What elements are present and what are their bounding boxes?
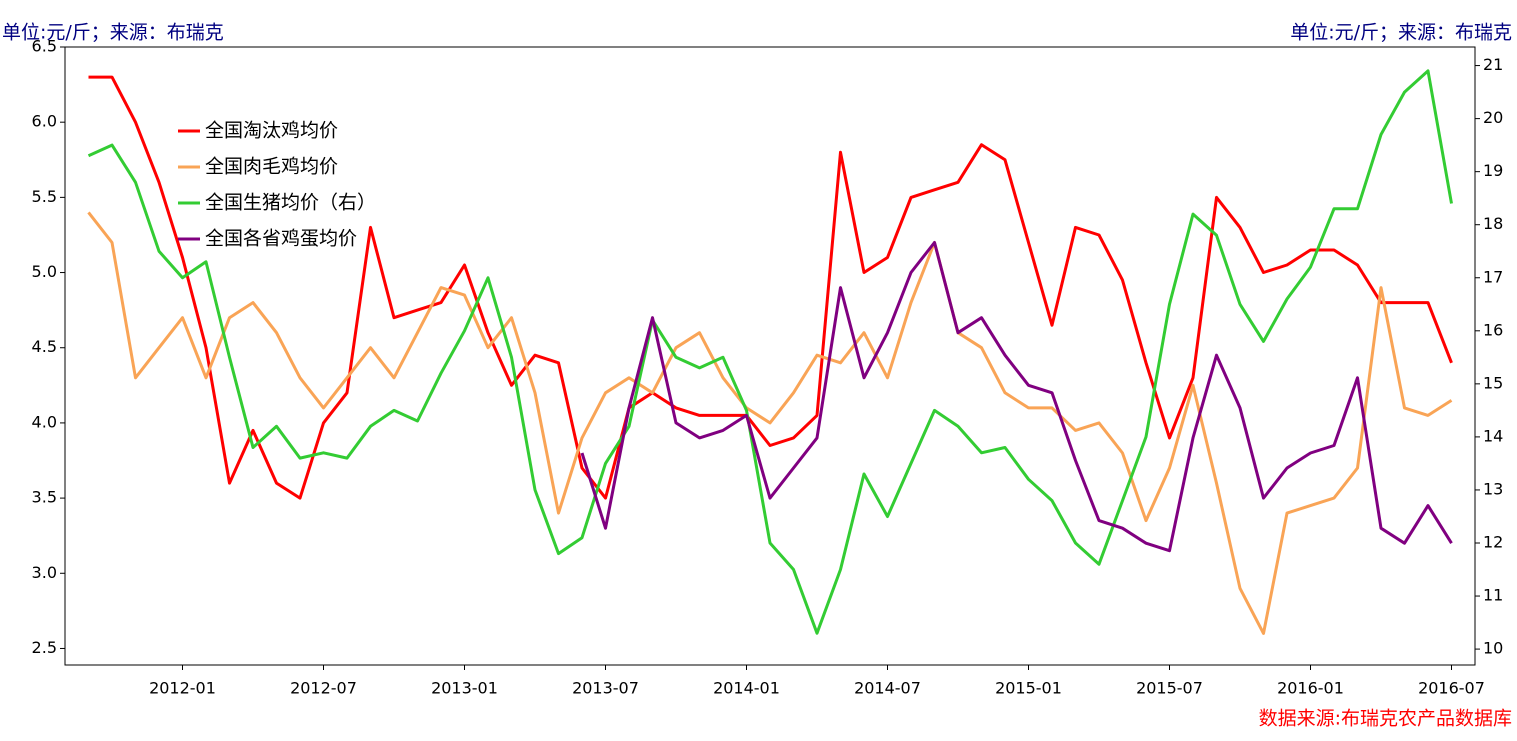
legend-label: 全国生猪均价（右） <box>205 192 376 214</box>
x-tick-label: 2016-07 <box>1418 679 1485 698</box>
y2-tick-label: 15 <box>1483 373 1503 392</box>
y2-tick-label: 13 <box>1483 479 1503 498</box>
series-line <box>87 69 1453 635</box>
plot-frame <box>64 46 1476 666</box>
y2-tick-label: 17 <box>1483 267 1503 286</box>
x-tick-label: 2012-07 <box>290 679 357 698</box>
x-tick-label: 2013-01 <box>431 679 498 698</box>
y2-tick-label: 14 <box>1483 426 1503 445</box>
left-unit-title: 单位:元/斤；来源：布瑞克 <box>2 22 224 44</box>
y-tick-label: 3.5 <box>32 488 57 507</box>
y-tick-label: 6.0 <box>32 112 57 131</box>
y-tick-label: 2.5 <box>32 638 57 657</box>
y-tick-label: 4.0 <box>32 412 57 431</box>
legend-label: 全国淘汰鸡均价 <box>205 120 338 142</box>
source-note: 数据来源:布瑞克农产品数据库 <box>1259 708 1512 730</box>
x-tick-label: 2012-01 <box>149 679 216 698</box>
y-tick-label: 4.5 <box>32 337 57 356</box>
y2-tick-label: 10 <box>1483 639 1503 658</box>
x-tick-label: 2014-07 <box>854 679 921 698</box>
series-line <box>580 241 1453 553</box>
y-tick-label: 5.0 <box>32 262 57 281</box>
y2-tick-label: 11 <box>1483 586 1503 605</box>
y2-tick-label: 18 <box>1483 214 1503 233</box>
right-unit-title: 单位:元/斤；来源：布瑞克 <box>1290 22 1512 44</box>
x-tick-label: 2015-01 <box>995 679 1062 698</box>
series-line <box>87 211 1453 635</box>
legend-label: 全国肉毛鸡均价 <box>205 156 338 178</box>
series-line <box>88 75 1453 500</box>
y2-tick-label: 12 <box>1483 532 1503 551</box>
x-tick-label: 2016-01 <box>1277 679 1344 698</box>
y2-tick-label: 20 <box>1483 108 1503 127</box>
y-tick-label: 3.0 <box>32 563 57 582</box>
y-tick-label: 6.5 <box>32 37 57 56</box>
y-tick-label: 5.5 <box>32 187 57 206</box>
y2-tick-label: 19 <box>1483 161 1503 180</box>
x-tick-label: 2015-07 <box>1136 679 1203 698</box>
x-tick-label: 2013-07 <box>572 679 639 698</box>
y2-tick-label: 21 <box>1483 55 1503 74</box>
x-tick-label: 2014-01 <box>713 679 780 698</box>
legend-label: 全国各省鸡蛋均价 <box>205 228 357 250</box>
y2-tick-label: 16 <box>1483 320 1503 339</box>
